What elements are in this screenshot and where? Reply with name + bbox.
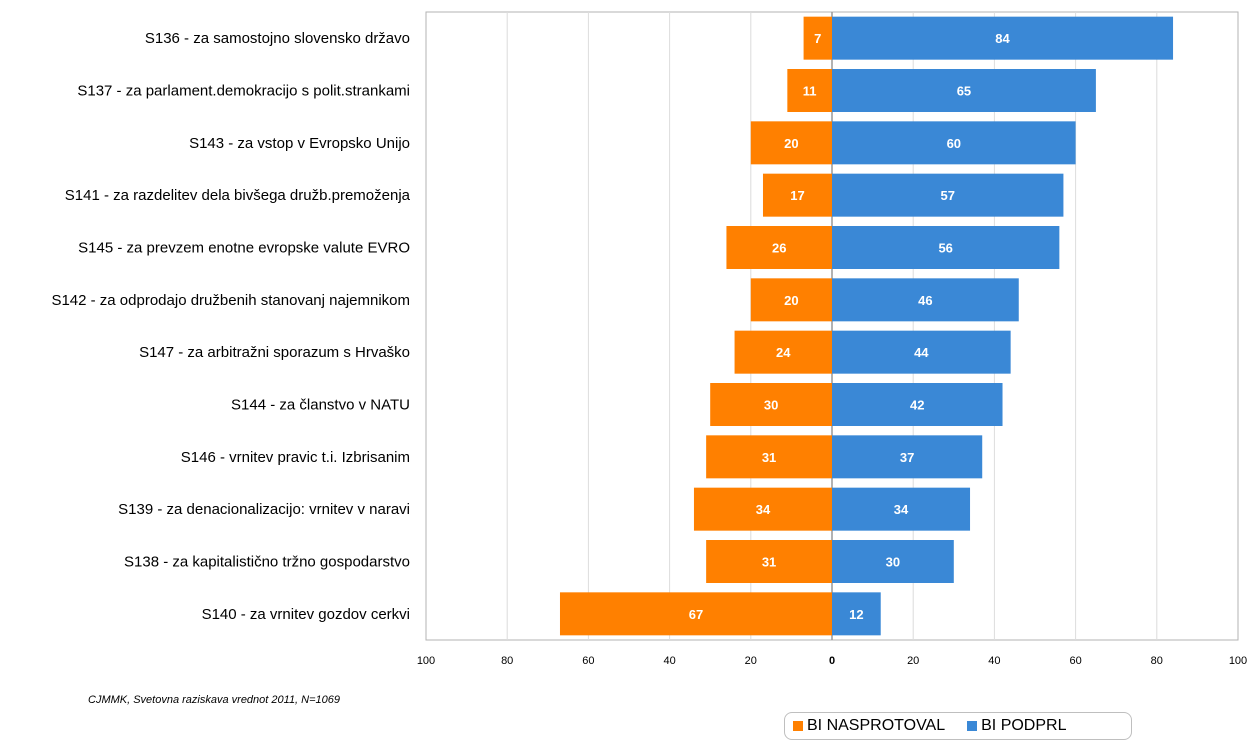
category-label: S145 - za prevzem enotne evropske valute… bbox=[78, 240, 410, 257]
bar-podprl bbox=[832, 16, 1174, 60]
data-label-nasprotoval: 7 bbox=[814, 31, 821, 46]
data-label-podprl: 37 bbox=[900, 450, 914, 465]
x-tick-label: 100 bbox=[417, 655, 435, 667]
bar-nasprotoval bbox=[710, 383, 832, 426]
data-label-nasprotoval: 20 bbox=[784, 293, 798, 308]
x-tick-label: 80 bbox=[1151, 655, 1163, 667]
bar-nasprotoval bbox=[706, 540, 832, 583]
data-label-podprl: 42 bbox=[910, 398, 924, 413]
bar-podprl bbox=[832, 435, 983, 479]
data-label-nasprotoval: 31 bbox=[762, 450, 776, 465]
bar-nasprotoval bbox=[803, 16, 832, 60]
footnote: CJMMK, Svetovna raziskava vrednot 2011, … bbox=[88, 694, 341, 706]
bar-nasprotoval bbox=[706, 435, 832, 479]
legend-item-nasprotoval: BI NASPROTOVAL bbox=[793, 717, 945, 735]
legend-label-podprl: BI PODPRL bbox=[981, 717, 1067, 734]
x-tick-label: 80 bbox=[501, 655, 513, 667]
bar-nasprotoval bbox=[750, 121, 832, 165]
category-label: S136 - za samostojno slovensko državo bbox=[145, 30, 410, 47]
data-label-podprl: 30 bbox=[886, 555, 900, 570]
bar-podprl bbox=[832, 540, 954, 583]
category-label: S143 - za vstop v Evropsko Unijo bbox=[189, 135, 410, 152]
bar-nasprotoval bbox=[762, 173, 832, 217]
category-label: S138 - za kapitalistično tržno gospodars… bbox=[124, 554, 410, 571]
data-label-nasprotoval: 20 bbox=[784, 136, 798, 151]
category-label: S146 - vrnitev pravic t.i. Izbrisanim bbox=[181, 449, 410, 466]
bar-podprl bbox=[832, 383, 1003, 426]
x-tick-label: 20 bbox=[907, 655, 919, 667]
data-label-podprl: 65 bbox=[957, 84, 971, 99]
bar-nasprotoval bbox=[787, 69, 832, 112]
data-label-nasprotoval: 17 bbox=[790, 188, 804, 203]
data-label-podprl: 34 bbox=[894, 502, 909, 517]
data-label-podprl: 56 bbox=[938, 241, 952, 256]
x-tick-label: 0 bbox=[829, 655, 835, 667]
data-label-podprl: 57 bbox=[940, 188, 954, 203]
x-tick-label: 60 bbox=[582, 655, 594, 667]
legend-item-podprl: BI PODPRL bbox=[967, 717, 1066, 735]
x-tick-label: 40 bbox=[663, 655, 675, 667]
category-label: S142 - za odprodajo družbenih stanovanj … bbox=[51, 292, 410, 309]
bar-podprl bbox=[832, 330, 1011, 374]
data-label-podprl: 44 bbox=[914, 345, 929, 360]
data-label-podprl: 60 bbox=[947, 136, 961, 151]
bar-nasprotoval bbox=[726, 226, 832, 269]
bar-nasprotoval bbox=[559, 592, 832, 636]
gridlines bbox=[425, 11, 1239, 641]
legend-swatch-orange bbox=[793, 721, 803, 731]
legend-label-nasprotoval: BI NASPROTOVAL bbox=[807, 717, 946, 734]
data-label-nasprotoval: 11 bbox=[803, 84, 817, 99]
category-label: S139 - za denacionalizacijo: vrnitev v n… bbox=[118, 501, 410, 518]
x-tick-label: 20 bbox=[745, 655, 757, 667]
data-label-podprl: 46 bbox=[918, 293, 932, 308]
bar-podprl bbox=[832, 173, 1064, 217]
bar-nasprotoval bbox=[693, 487, 832, 531]
legend: BI NASPROTOVAL BI PODPRL bbox=[784, 712, 1132, 740]
data-label-nasprotoval: 24 bbox=[776, 345, 791, 360]
category-label: S144 - za članstvo v NATU bbox=[231, 397, 410, 414]
bar-podprl bbox=[832, 487, 971, 531]
x-axis-ticks: 100 80 60 40 20 0 20 40 60 80 100 bbox=[417, 655, 1247, 667]
data-label-podprl: 84 bbox=[995, 31, 1010, 46]
legend-swatch-blue bbox=[967, 721, 978, 731]
bar-nasprotoval bbox=[734, 330, 832, 374]
x-tick-label: 100 bbox=[1229, 655, 1247, 667]
bar-podprl bbox=[832, 592, 881, 636]
bar-podprl bbox=[832, 69, 1096, 112]
x-tick-label: 60 bbox=[1069, 655, 1081, 667]
category-labels: S136 - za samostojno slovensko državo S13… bbox=[51, 30, 410, 623]
category-label: S140 - za vrnitev gozdov cerkvi bbox=[202, 606, 410, 623]
bar-podprl bbox=[832, 278, 1019, 322]
category-label: S141 - za razdelitev dela bivšega družb.… bbox=[65, 187, 411, 204]
data-label-nasprotoval: 26 bbox=[772, 241, 786, 256]
data-label-nasprotoval: 30 bbox=[764, 398, 778, 413]
bar-podprl bbox=[832, 226, 1060, 269]
bar-podprl bbox=[832, 121, 1076, 165]
data-label-podprl: 12 bbox=[849, 607, 863, 622]
data-label-nasprotoval: 34 bbox=[756, 502, 771, 517]
x-tick-label: 40 bbox=[988, 655, 1000, 667]
bars: 7 84 11 65 20 60 17 57 26 56 20 46 24 44 30 42 31 37 34 34 3… bbox=[559, 16, 1174, 636]
category-label: S147 - za arbitražni sporazum s Hrvaško bbox=[139, 344, 410, 361]
data-label-nasprotoval: 31 bbox=[762, 555, 776, 570]
bar-nasprotoval bbox=[750, 278, 832, 322]
category-label: S137 - za parlament.demokracijo s polit.… bbox=[77, 83, 410, 100]
data-label-nasprotoval: 67 bbox=[689, 607, 703, 622]
